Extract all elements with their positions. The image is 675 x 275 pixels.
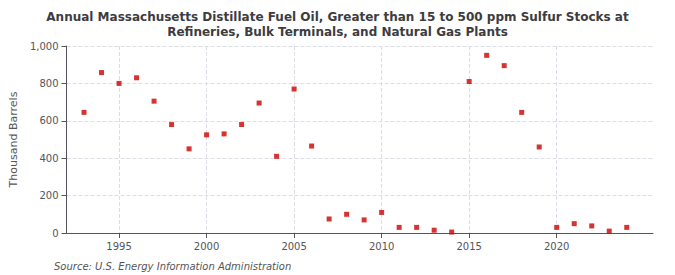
svg-text:2015: 2015 <box>456 241 481 252</box>
svg-text:Annual Massachusetts Distillat: Annual Massachusetts Distillate Fuel Oil… <box>46 10 629 24</box>
svg-text:800: 800 <box>39 78 58 89</box>
svg-text:2020: 2020 <box>544 241 569 252</box>
svg-text:2005: 2005 <box>281 241 306 252</box>
svg-text:0: 0 <box>52 228 58 239</box>
svg-text:2010: 2010 <box>369 241 394 252</box>
svg-text:400: 400 <box>39 153 58 164</box>
svg-text:2000: 2000 <box>194 241 219 252</box>
svg-text:Source: U.S. Energy Informatio: Source: U.S. Energy Information Administ… <box>54 261 291 272</box>
svg-text:200: 200 <box>39 190 58 201</box>
svg-text:600: 600 <box>39 115 58 126</box>
svg-text:Refineries, Bulk Terminals, an: Refineries, Bulk Terminals, and Natural … <box>167 25 508 39</box>
svg-text:1,000: 1,000 <box>30 41 59 52</box>
svg-text:Thousand Barrels: Thousand Barrels <box>7 91 20 188</box>
svg-text:1995: 1995 <box>106 241 131 252</box>
